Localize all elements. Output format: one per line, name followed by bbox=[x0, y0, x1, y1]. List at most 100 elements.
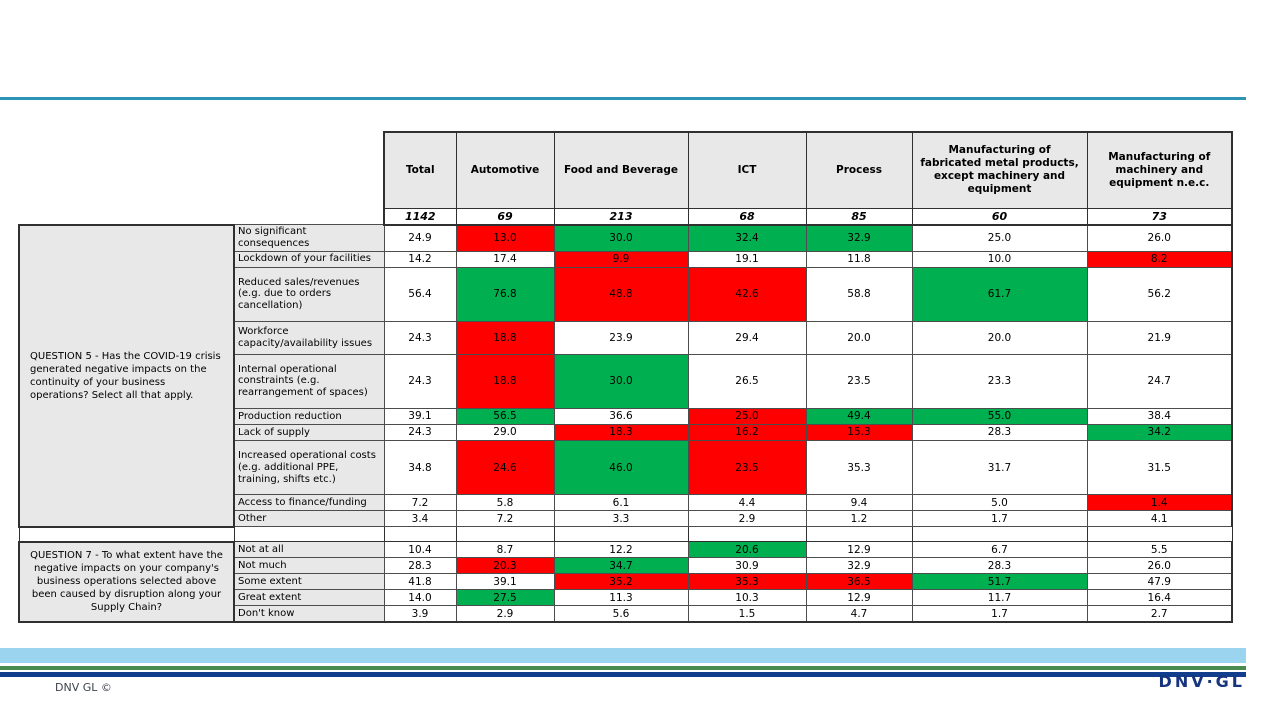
value-cell: 3.4 bbox=[383, 510, 457, 528]
table-row: Production reduction 39.1 56.5 36.6 25.0 49.4… bbox=[19, 407, 1233, 425]
value-cell: 12.9 bbox=[805, 589, 913, 607]
sample-size-spacer-question bbox=[19, 208, 234, 225]
value-cell: 25.0 bbox=[687, 407, 807, 425]
value-cell: 5.6 bbox=[553, 605, 689, 623]
value-cell: 39.1 bbox=[455, 573, 555, 591]
value-cell: 1.7 bbox=[911, 605, 1088, 623]
value-cell: 6.7 bbox=[911, 541, 1088, 559]
value-cell: 20.0 bbox=[805, 320, 913, 355]
value-cell: 9.4 bbox=[805, 494, 913, 512]
value-cell: 24.3 bbox=[383, 423, 457, 441]
value-cell: 3.9 bbox=[383, 605, 457, 623]
value-cell: 24.9 bbox=[383, 224, 457, 252]
value-cell: 4.7 bbox=[805, 605, 913, 623]
value-cell: 2.7 bbox=[1086, 605, 1233, 623]
table-row: Some extent 41.8 39.1 35.2 35.3 36.5 51.7 47.9 bbox=[19, 573, 1233, 591]
row-label-cell: Workforce capacity/availability issues bbox=[233, 320, 385, 355]
value-cell: 1.5 bbox=[687, 605, 807, 623]
table-row: QUESTION 5 - Has the COVID-19 crisis gen… bbox=[18, 223, 1233, 528]
sample-size-cell: 73 bbox=[1086, 207, 1233, 226]
value-cell: 5.5 bbox=[1086, 541, 1233, 559]
value-cell: 34.7 bbox=[553, 557, 689, 575]
value-cell: 32.9 bbox=[805, 224, 913, 252]
value-cell: 20.0 bbox=[911, 320, 1088, 355]
value-cell: 24.3 bbox=[383, 353, 457, 409]
separator-label-cell bbox=[233, 526, 385, 543]
value-cell: 6.1 bbox=[553, 494, 689, 512]
column-header-cell: Manufacturing of fabricated metal produc… bbox=[911, 131, 1088, 209]
row-label-cell: Internal operational constraints (e.g. r… bbox=[233, 353, 385, 409]
value-cell: 36.5 bbox=[805, 573, 913, 591]
row-label-cell: Production reduction bbox=[233, 407, 385, 425]
value-cell: 24.6 bbox=[455, 439, 555, 496]
question-cell: QUESTION 5 - Has the COVID-19 crisis gen… bbox=[18, 223, 235, 528]
value-cell: 18.8 bbox=[455, 320, 555, 355]
value-cell: 34.2 bbox=[1086, 423, 1233, 441]
value-cell: 35.3 bbox=[687, 573, 807, 591]
value-cell: 4.1 bbox=[1086, 510, 1233, 528]
value-cell: 27.5 bbox=[455, 589, 555, 607]
value-cell: 18.8 bbox=[455, 353, 555, 409]
table-row: Other 3.4 7.2 3.3 2.9 1.2 1.7 4.1 bbox=[19, 510, 1233, 528]
table-row: Not much 28.3 20.3 34.7 30.9 32.9 28.3 26.0 bbox=[19, 557, 1233, 575]
value-cell: 35.2 bbox=[553, 573, 689, 591]
value-cell: 16.4 bbox=[1086, 589, 1233, 607]
value-cell: 1.4 bbox=[1086, 494, 1233, 512]
value-cell: 16.2 bbox=[687, 423, 807, 441]
value-cell: 1.7 bbox=[911, 510, 1088, 528]
value-cell: 13.0 bbox=[455, 224, 555, 252]
value-cell: 51.7 bbox=[911, 573, 1088, 591]
header-spacer-question bbox=[19, 132, 234, 208]
value-cell: 42.6 bbox=[687, 266, 807, 322]
value-cell: 12.2 bbox=[553, 541, 689, 559]
value-cell: 31.5 bbox=[1086, 439, 1233, 496]
value-cell: 14.0 bbox=[383, 589, 457, 607]
table-header: Total Automotive Food and Beverage ICT Proce… bbox=[19, 131, 1233, 226]
value-cell: 56.2 bbox=[1086, 266, 1233, 322]
column-header-cell: Total bbox=[383, 131, 457, 209]
value-cell: 29.4 bbox=[687, 320, 807, 355]
value-cell: 46.0 bbox=[553, 439, 689, 496]
value-cell: 19.1 bbox=[687, 250, 807, 268]
value-cell: 12.9 bbox=[805, 541, 913, 559]
value-cell: 35.3 bbox=[805, 439, 913, 496]
row-label-cell: Access to finance/funding bbox=[233, 494, 385, 512]
value-cell: 39.1 bbox=[383, 407, 457, 425]
separator-value-cell bbox=[1086, 526, 1233, 543]
value-cell: 48.8 bbox=[553, 266, 689, 322]
separator-row bbox=[18, 526, 1233, 543]
value-cell: 23.9 bbox=[553, 320, 689, 355]
sample-size-cell: 69 bbox=[455, 207, 555, 226]
row-label-cell: Great extent bbox=[233, 589, 385, 607]
column-header-cell: Process bbox=[805, 131, 913, 209]
value-cell: 47.9 bbox=[1086, 573, 1233, 591]
sample-size-row: 1142 69 213 68 85 60 73 bbox=[19, 207, 1233, 226]
value-cell: 61.7 bbox=[911, 266, 1088, 322]
value-cell: 11.8 bbox=[805, 250, 913, 268]
value-cell: 14.2 bbox=[383, 250, 457, 268]
top-divider-line bbox=[0, 97, 1246, 100]
sample-size-cell: 60 bbox=[911, 207, 1088, 226]
value-cell: 30.0 bbox=[553, 224, 689, 252]
question-cell: QUESTION 7 - To what extent have the neg… bbox=[18, 540, 235, 623]
separator-value-cell bbox=[805, 526, 913, 543]
value-cell: 25.0 bbox=[911, 224, 1088, 252]
value-cell: 8.7 bbox=[455, 541, 555, 559]
value-cell: 56.5 bbox=[455, 407, 555, 425]
value-cell: 36.6 bbox=[553, 407, 689, 425]
value-cell: 56.4 bbox=[383, 266, 457, 322]
value-cell: 7.2 bbox=[383, 494, 457, 512]
footer-band-green bbox=[0, 666, 1246, 670]
survey-table-container: Total Automotive Food and Beverage ICT Proce… bbox=[18, 131, 1233, 623]
value-cell: 8.2 bbox=[1086, 250, 1233, 268]
value-cell: 34.8 bbox=[383, 439, 457, 496]
footer-band-navy bbox=[0, 672, 1246, 677]
separator-value-cell bbox=[911, 526, 1088, 543]
table-row: Workforce capacity/availability issues 24… bbox=[19, 320, 1233, 355]
value-cell: 23.5 bbox=[687, 439, 807, 496]
value-cell: 10.3 bbox=[687, 589, 807, 607]
value-cell: 2.9 bbox=[455, 605, 555, 623]
value-cell: 28.3 bbox=[383, 557, 457, 575]
row-label-cell: Lack of supply bbox=[233, 423, 385, 441]
sample-size-cell: 68 bbox=[687, 207, 807, 226]
